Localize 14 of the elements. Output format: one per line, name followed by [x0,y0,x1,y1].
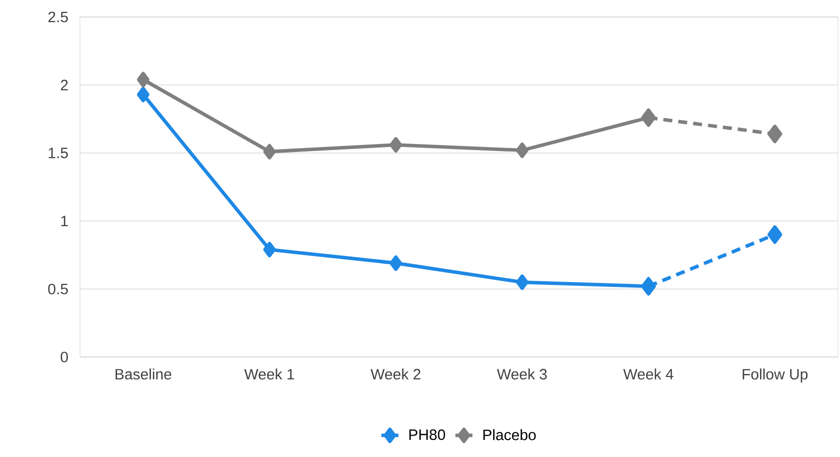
x-tick-label: Week 1 [244,368,294,380]
legend-label: Placebo [483,429,536,440]
y-tick-label: 1 [61,216,68,226]
y-tick-label: 2.5 [48,12,68,22]
y-tick-label: 1.5 [48,148,68,158]
x-tick-label: Week 2 [370,368,420,380]
x-tick-label: Week 4 [623,368,674,380]
x-tick-label: Follow Up [742,368,808,382]
y-tick-label: 0 [60,352,68,362]
legend-label: PH80 [409,429,446,440]
y-tick-label: 2 [60,80,68,90]
x-tick-label: Week 3 [496,368,547,380]
y-tick-label: 0.5 [48,284,68,294]
x-tick-label: Baseline [116,368,172,380]
